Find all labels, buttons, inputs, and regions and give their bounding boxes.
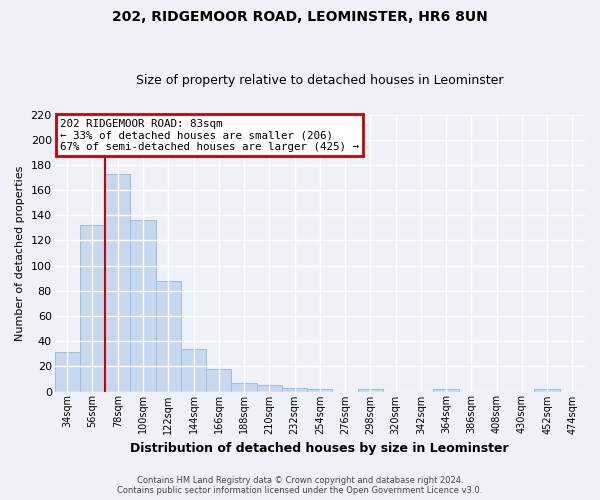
- Bar: [257, 385, 282, 392]
- Bar: [232, 382, 257, 392]
- Bar: [105, 174, 130, 392]
- Bar: [181, 348, 206, 392]
- Bar: [80, 226, 105, 392]
- Bar: [535, 389, 560, 392]
- Bar: [307, 389, 332, 392]
- Bar: [206, 369, 232, 392]
- Text: 202, RIDGEMOOR ROAD, LEOMINSTER, HR6 8UN: 202, RIDGEMOOR ROAD, LEOMINSTER, HR6 8UN: [112, 10, 488, 24]
- Text: Contains HM Land Registry data © Crown copyright and database right 2024.
Contai: Contains HM Land Registry data © Crown c…: [118, 476, 482, 495]
- Text: 202 RIDGEMOOR ROAD: 83sqm
← 33% of detached houses are smaller (206)
67% of semi: 202 RIDGEMOOR ROAD: 83sqm ← 33% of detac…: [60, 118, 359, 152]
- Bar: [282, 388, 307, 392]
- X-axis label: Distribution of detached houses by size in Leominster: Distribution of detached houses by size …: [130, 442, 509, 455]
- Title: Size of property relative to detached houses in Leominster: Size of property relative to detached ho…: [136, 74, 503, 87]
- Bar: [130, 220, 155, 392]
- Bar: [358, 389, 383, 392]
- Bar: [55, 352, 80, 392]
- Bar: [433, 389, 459, 392]
- Bar: [155, 280, 181, 392]
- Y-axis label: Number of detached properties: Number of detached properties: [15, 166, 25, 340]
